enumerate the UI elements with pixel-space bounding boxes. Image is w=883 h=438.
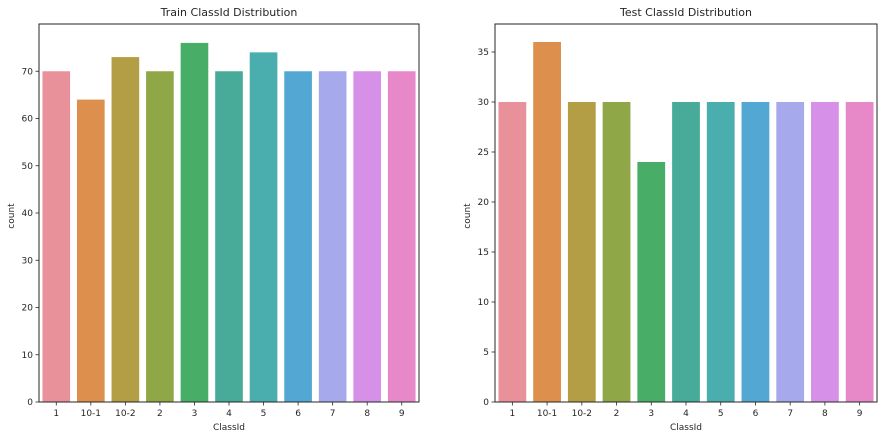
y-tick-label: 0: [483, 398, 489, 408]
x-tick-label: 2: [157, 409, 163, 419]
y-tick-label: 40: [22, 209, 34, 219]
y-tick-label: 30: [22, 256, 34, 266]
bar-2: [146, 71, 174, 402]
x-tick-label: 10-2: [572, 409, 592, 419]
y-axis-label: count: [463, 203, 473, 229]
x-axis-label: ClassId: [670, 423, 702, 433]
bar-3: [180, 42, 209, 403]
x-tick-label: 10-1: [81, 409, 101, 419]
x-tick-label: 9: [857, 409, 863, 419]
y-tick-label: 60: [22, 115, 34, 125]
bars: [42, 42, 416, 403]
bar-6: [741, 102, 770, 402]
train-distribution-chart: Train ClassId Distribution ClassId count…: [7, 6, 420, 433]
x-tick-label: 10-1: [537, 409, 557, 419]
x-tick-label: 10-2: [115, 409, 135, 419]
x-axis-label: ClassId: [213, 423, 245, 433]
y-axis-label: count: [7, 203, 17, 229]
y-tick-label: 20: [22, 304, 34, 314]
x-ticks: 1 10-1 10-2 2 3 4 5 6 7 8 9: [53, 402, 405, 419]
bar-9: [387, 71, 416, 402]
x-tick-label: 3: [648, 409, 654, 419]
y-tick-label: 10: [478, 298, 490, 308]
bar-1: [498, 102, 527, 402]
test-distribution-chart: Test ClassId Distribution ClassId count …: [463, 6, 878, 433]
x-tick-label: 2: [614, 409, 620, 419]
plot-frame: [494, 23, 878, 403]
x-tick-label: 6: [295, 409, 301, 419]
y-tick-label: 0: [27, 398, 33, 408]
bar-8: [353, 71, 381, 402]
bar-10-1: [77, 99, 105, 402]
bar-3: [637, 162, 666, 402]
x-tick-label: 5: [718, 409, 724, 419]
bar-10-2: [567, 102, 596, 402]
chart-title: Test ClassId Distribution: [619, 6, 752, 19]
bar-7: [318, 71, 347, 402]
bar-6: [284, 71, 312, 402]
y-tick-label: 5: [483, 348, 489, 358]
bar-10-1: [533, 42, 561, 402]
y-tick-label: 15: [478, 248, 489, 258]
y-tick-label: 30: [478, 98, 490, 108]
x-tick-label: 4: [683, 409, 689, 419]
x-tick-label: 1: [53, 409, 59, 419]
plot-frame: [38, 23, 420, 403]
x-tick-label: 7: [330, 409, 336, 419]
y-ticks: 0 10 20 30 40 50 60 70: [22, 67, 39, 408]
x-tick-label: 1: [509, 409, 515, 419]
bar-8: [811, 102, 839, 402]
x-tick-label: 6: [753, 409, 759, 419]
y-tick-label: 10: [22, 351, 34, 361]
bars: [498, 42, 874, 402]
y-tick-label: 50: [22, 162, 34, 172]
bar-7: [776, 102, 805, 402]
bar-4: [215, 71, 243, 402]
y-tick-label: 25: [478, 148, 489, 158]
y-tick-label: 20: [478, 198, 490, 208]
y-ticks: 0 5 10 15 20 25 30 35: [478, 48, 495, 408]
bar-4: [672, 102, 700, 402]
chart-title: Train ClassId Distribution: [160, 6, 298, 19]
bar-9: [845, 102, 874, 402]
bar-1: [42, 71, 71, 402]
bar-5: [249, 52, 278, 402]
x-tick-label: 8: [822, 409, 828, 419]
y-tick-label: 35: [478, 48, 489, 58]
x-tick-label: 8: [364, 409, 370, 419]
bar-2: [602, 102, 631, 402]
bar-5: [706, 102, 735, 402]
x-tick-label: 4: [226, 409, 232, 419]
x-tick-label: 7: [787, 409, 793, 419]
x-tick-label: 3: [192, 409, 198, 419]
y-tick-label: 70: [22, 67, 34, 77]
x-ticks: 1 10-1 10-2 2 3 4 5 6 7 8 9: [509, 402, 863, 419]
bar-10-2: [111, 57, 140, 402]
x-tick-label: 5: [261, 409, 267, 419]
x-tick-label: 9: [399, 409, 405, 419]
